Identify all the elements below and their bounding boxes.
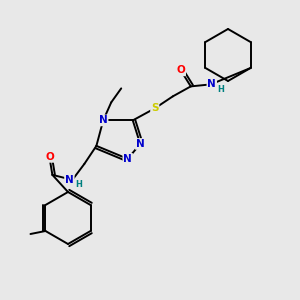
Text: H: H (217, 85, 224, 94)
Text: N: N (123, 154, 132, 164)
Text: S: S (151, 103, 158, 113)
Text: N: N (65, 175, 74, 185)
Text: O: O (176, 65, 185, 75)
Text: H: H (75, 180, 82, 189)
Text: N: N (136, 139, 145, 149)
Text: O: O (45, 152, 54, 162)
Text: N: N (99, 116, 108, 125)
Text: N: N (207, 80, 216, 89)
